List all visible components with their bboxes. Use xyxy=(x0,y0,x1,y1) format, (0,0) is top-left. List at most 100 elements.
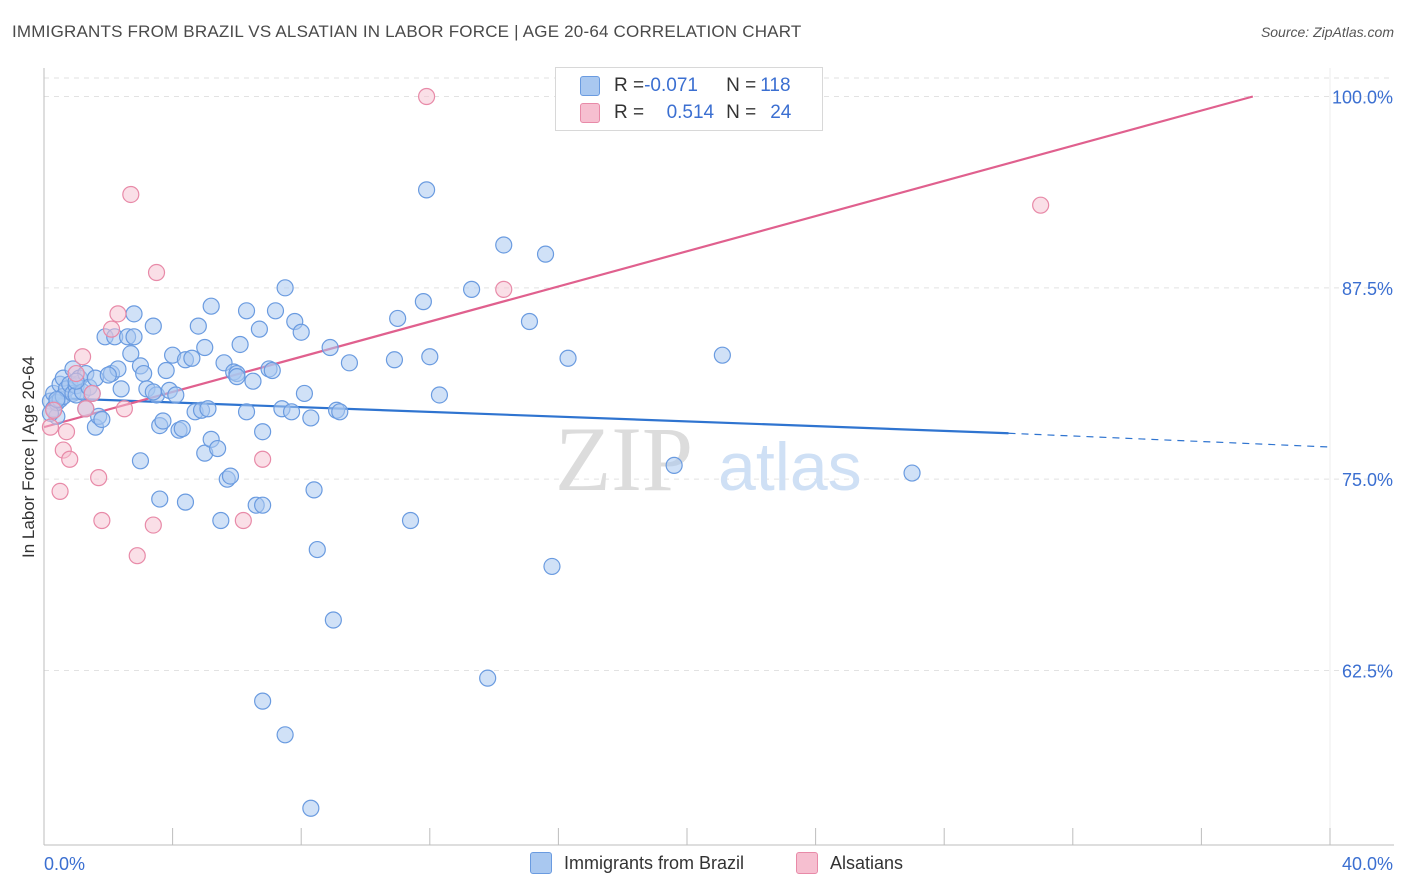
alsatian-point xyxy=(67,364,85,383)
brazil-point xyxy=(331,403,349,421)
brazil-point xyxy=(93,410,111,429)
brazil-point xyxy=(237,403,256,421)
brazil-point xyxy=(231,335,249,354)
legend-series-name: Immigrants from Brazil xyxy=(564,852,745,873)
alsatian-point xyxy=(417,87,436,106)
alsatian-point xyxy=(102,320,121,338)
alsatian-point xyxy=(147,263,166,282)
brazil-point xyxy=(237,302,256,320)
brazil-point xyxy=(173,420,191,438)
brazil-point xyxy=(276,726,294,744)
brazil-point xyxy=(421,348,439,366)
brazil-point xyxy=(324,611,342,629)
axes xyxy=(43,68,1394,846)
brazil-point xyxy=(495,236,513,254)
brazil-point xyxy=(340,354,359,372)
brazil-point xyxy=(196,338,214,357)
brazil-point xyxy=(176,493,195,511)
y-tick-label: 100.0% xyxy=(1332,88,1393,108)
brazil-point xyxy=(414,293,432,311)
brazil-point xyxy=(228,368,246,386)
legend-n-label: N = xyxy=(726,102,757,123)
alsatian-point xyxy=(41,418,60,436)
source-label: Source: ZipAtlas.com xyxy=(1260,24,1394,40)
alsatian-point xyxy=(93,511,111,530)
y-tick-label: 75.0% xyxy=(1342,470,1393,490)
y-tick-labels: 62.5% 75.0% 87.5% 100.0% xyxy=(1332,88,1393,682)
brazil-point xyxy=(199,400,217,418)
y-tick-label: 87.5% xyxy=(1342,279,1393,299)
brazil-point xyxy=(559,349,577,367)
brazil-point xyxy=(305,481,323,499)
y-axis-label: In Labor Force | Age 20-64 xyxy=(19,356,38,558)
brazil-legend-swatch-icon xyxy=(530,852,552,874)
brazil-trend-extension xyxy=(1008,432,1331,448)
brazil-swatch-icon xyxy=(580,76,600,96)
brazil-point xyxy=(99,366,117,384)
watermark-atlas: atlas xyxy=(718,429,862,505)
chart-title: IMMIGRANTS FROM BRAZIL VS ALSATIAN IN LA… xyxy=(12,22,802,41)
series-brazil-points xyxy=(41,181,921,817)
alsatian-point xyxy=(122,185,140,204)
series-alsatian-points xyxy=(41,87,1050,565)
stats-legend: R = -0.071 N = 118 R = 0.514 N = 24 xyxy=(555,67,823,131)
x-tick-label: 0.0% xyxy=(44,854,85,874)
brazil-point xyxy=(302,799,320,817)
brazil-point xyxy=(254,692,272,710)
brazil-point xyxy=(254,423,272,441)
legend-r-label: R = xyxy=(614,75,645,96)
brazil-point xyxy=(135,364,153,383)
brazil-point xyxy=(209,439,227,458)
brazil-point xyxy=(665,456,683,474)
brazil-point xyxy=(125,328,143,346)
brazil-point xyxy=(202,297,220,315)
alsatian-trend-line xyxy=(43,95,1254,429)
brazil-point xyxy=(144,383,162,401)
brazil-point xyxy=(401,511,420,530)
brazil-point xyxy=(157,361,175,380)
legend-r-value: -0.071 xyxy=(644,75,698,96)
brazil-point xyxy=(903,464,921,482)
y-tick-label: 62.5% xyxy=(1342,662,1393,682)
brazil-point xyxy=(389,309,407,328)
brazil-point xyxy=(189,317,207,335)
alsatian-point xyxy=(61,450,79,468)
brazil-point xyxy=(167,386,185,404)
brazil-point xyxy=(112,380,130,398)
brazil-point xyxy=(520,312,539,331)
alsatian-legend-swatch-icon xyxy=(796,852,818,874)
series-legend-alsatian: Alsatians xyxy=(796,852,903,874)
brazil-point xyxy=(282,403,301,421)
legend-n-value: 118 xyxy=(760,75,791,96)
brazil-point xyxy=(263,361,281,380)
brazil-point xyxy=(154,412,172,430)
legend-r-label: R = xyxy=(614,102,645,123)
brazil-point xyxy=(244,372,262,390)
brazil-point xyxy=(125,305,143,323)
brazil-point xyxy=(254,496,272,514)
brazil-point xyxy=(713,346,731,364)
grid-lines xyxy=(44,68,1394,845)
brazil-point xyxy=(536,245,555,263)
brazil-point xyxy=(151,490,169,508)
alsatian-swatch-icon xyxy=(580,103,600,123)
brazil-point xyxy=(430,386,449,404)
alsatian-point xyxy=(83,384,101,403)
trend-lines xyxy=(43,95,1331,448)
brazil-point xyxy=(543,557,561,576)
x-tick-labels: 0.0% 40.0% xyxy=(44,854,1393,874)
brazil-point xyxy=(276,279,294,297)
series-legend-brazil: Immigrants from Brazil xyxy=(530,852,744,874)
alsatian-point xyxy=(77,400,95,418)
alsatian-point xyxy=(51,482,69,501)
legend-row-brazil: R = -0.071 N = 118 xyxy=(580,74,791,98)
brazil-point xyxy=(221,467,240,485)
brazil-point xyxy=(385,351,404,369)
brazil-point xyxy=(308,540,326,559)
alsatian-point xyxy=(234,511,252,530)
brazil-point xyxy=(292,323,310,341)
brazil-point xyxy=(321,338,339,357)
legend-n-value: 24 xyxy=(770,102,792,123)
brazil-point xyxy=(266,302,285,320)
